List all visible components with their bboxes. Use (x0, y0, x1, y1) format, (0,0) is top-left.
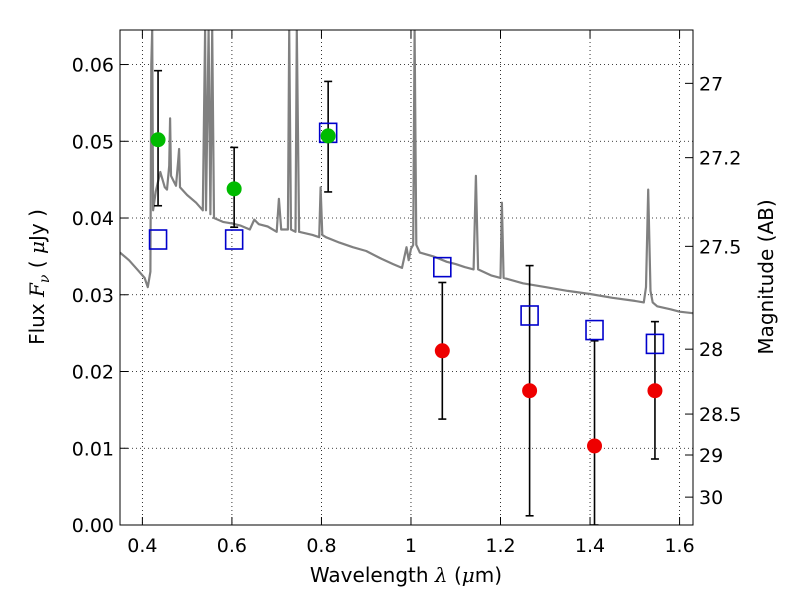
model-spectrum-layer (120, 30, 693, 315)
y2-axis-label: Magnitude (AB) (754, 199, 778, 354)
x-tick-label: 1 (405, 535, 417, 557)
y-tick-label: 0.05 (72, 131, 114, 153)
y-tick-label: 0.06 (72, 55, 114, 77)
y-tick-label: 0.02 (72, 362, 114, 384)
y-tick-label: 0.01 (72, 438, 114, 460)
low-significance-point (522, 383, 538, 399)
low-significance-point (647, 383, 663, 399)
model-photometry-square (433, 256, 452, 278)
y-tick-label: 0.00 (72, 515, 114, 537)
model-photometry-square (148, 229, 168, 250)
model-photometry-square (520, 305, 539, 326)
model-spectrum-line (120, 30, 693, 315)
y2-tick-label: 29 (699, 445, 723, 467)
y-tick-label: 0.03 (72, 285, 114, 307)
detection-point (226, 181, 242, 197)
model-photometry-square (224, 229, 244, 250)
axis-ticks: 0.4 0.6 0.8 1 1.2 1.4 1.6 0.00 0.01 0.02 0.03 0.04 0… (72, 30, 741, 557)
y2-tick-label: 30 (699, 487, 723, 509)
marker-layer (148, 122, 665, 454)
low-significance-point (434, 343, 450, 359)
y2-tick-label: 28 (699, 339, 723, 361)
x-tick-label: 0.4 (127, 535, 157, 557)
y-axis-label: Flux Fν ( μJy ) (25, 209, 53, 345)
low-significance-point (587, 438, 603, 454)
model-photometry-square (645, 333, 665, 355)
y2-tick-label: 27.2 (699, 148, 741, 170)
y2-tick-label: 27.5 (699, 236, 741, 258)
detection-point (320, 128, 336, 144)
x-tick-label: 1.6 (664, 535, 694, 557)
x-axis-label: Wavelength λ (μm) (310, 563, 502, 587)
y2-tick-label: 27 (699, 73, 723, 95)
detection-point (150, 132, 166, 148)
plot-frame (119, 29, 694, 526)
x-tick-label: 0.6 (217, 535, 247, 557)
model-photometry-square (585, 319, 604, 341)
x-tick-label: 0.8 (306, 535, 336, 557)
x-tick-label: 1.4 (575, 535, 605, 557)
y2-tick-label: 28.5 (699, 404, 741, 426)
x-tick-label: 1.2 (485, 535, 515, 557)
y-tick-label: 0.04 (72, 208, 114, 230)
